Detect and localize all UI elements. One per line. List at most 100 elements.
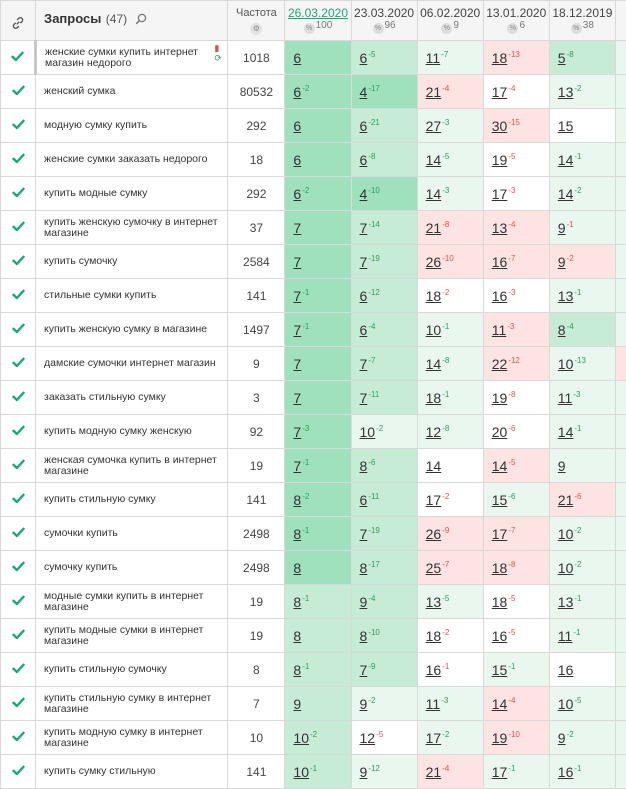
position-cell[interactable]: 21-6 xyxy=(549,483,615,517)
position-cell[interactable]: 17-1 xyxy=(483,755,549,789)
query-cell[interactable]: женская сумочка купить в интернет магази… xyxy=(36,449,228,483)
position-cell[interactable]: 6 xyxy=(285,109,351,143)
position-value[interactable]: 26 xyxy=(426,526,442,542)
check-icon[interactable] xyxy=(12,695,25,712)
position-cell[interactable]: 8-4 xyxy=(549,313,615,347)
position-value[interactable]: 13 xyxy=(426,594,442,610)
row-check-cell[interactable] xyxy=(1,653,36,687)
position-cell[interactable]: 7-19 xyxy=(351,517,417,551)
check-icon[interactable] xyxy=(12,559,25,576)
check-icon[interactable] xyxy=(12,117,25,134)
position-cell[interactable]: 14-5 xyxy=(417,143,483,177)
position-value[interactable]: 7 xyxy=(360,390,368,406)
check-icon[interactable] xyxy=(12,219,25,236)
position-value[interactable]: 9 xyxy=(360,764,368,780)
position-value[interactable]: 21 xyxy=(426,220,442,236)
position-cell[interactable]: 10-2 xyxy=(549,551,615,585)
position-value[interactable]: 10 xyxy=(558,696,574,712)
position-cell[interactable]: 6-5 xyxy=(351,41,417,75)
check-icon[interactable] xyxy=(12,661,25,678)
row-check-cell[interactable] xyxy=(1,177,36,211)
position-value[interactable]: 17 xyxy=(492,526,508,542)
position-value[interactable]: 7 xyxy=(293,322,301,338)
position-cell[interactable]: 21-8 xyxy=(417,211,483,245)
position-cell[interactable]: 6-12 xyxy=(351,279,417,313)
position-value[interactable]: 14 xyxy=(558,152,574,168)
position-value[interactable]: 7 xyxy=(293,356,301,372)
position-cell[interactable]: 22-12 xyxy=(483,347,549,381)
query-cell[interactable]: заказать стильную сумку xyxy=(36,381,228,415)
position-value[interactable]: 19 xyxy=(492,152,508,168)
position-cell[interactable]: 17-7 xyxy=(483,517,549,551)
query-cell[interactable]: модные сумки купить в интернет магазине xyxy=(36,585,228,619)
next-date-column-header[interactable] xyxy=(615,1,626,41)
position-cell[interactable]: 9 xyxy=(285,687,351,721)
position-value[interactable]: 25 xyxy=(426,560,442,576)
position-value[interactable]: 14 xyxy=(558,186,574,202)
position-value[interactable]: 7 xyxy=(293,390,301,406)
position-cell[interactable]: 8 xyxy=(285,551,351,585)
position-value[interactable]: 14 xyxy=(426,356,442,372)
position-value[interactable]: 11 xyxy=(426,50,441,66)
position-value[interactable]: 8 xyxy=(293,492,301,508)
position-cell[interactable]: 8-6 xyxy=(351,449,417,483)
position-value[interactable]: 6 xyxy=(360,492,368,508)
position-value[interactable]: 7 xyxy=(360,356,368,372)
position-cell[interactable]: 27-3 xyxy=(417,109,483,143)
position-cell[interactable]: 13-2 xyxy=(549,75,615,109)
position-value[interactable]: 18 xyxy=(492,50,508,66)
position-cell[interactable]: 17-2 xyxy=(417,721,483,755)
position-cell[interactable]: 26-9 xyxy=(417,517,483,551)
position-cell[interactable]: 14-3 xyxy=(417,177,483,211)
position-cell[interactable]: 21-4 xyxy=(417,75,483,109)
trash-icon[interactable]: ▮ xyxy=(214,43,224,53)
position-value[interactable]: 14 xyxy=(426,186,442,202)
position-cell[interactable]: 18-2 xyxy=(417,279,483,313)
position-value[interactable]: 6 xyxy=(360,288,368,304)
query-cell[interactable]: купить модную сумку женскую xyxy=(36,415,228,449)
position-cell[interactable]: 16-1 xyxy=(417,653,483,687)
row-check-cell[interactable] xyxy=(1,619,36,653)
row-check-cell[interactable] xyxy=(1,245,36,279)
query-cell[interactable]: купить стильную сумку xyxy=(36,483,228,517)
position-value[interactable]: 8 xyxy=(558,322,566,338)
position-cell[interactable]: 17-2 xyxy=(417,483,483,517)
check-icon[interactable] xyxy=(12,253,25,270)
position-value[interactable]: 7 xyxy=(293,254,301,270)
position-value[interactable]: 4 xyxy=(360,186,368,202)
position-value[interactable]: 17 xyxy=(426,730,442,746)
query-cell[interactable]: женские сумки заказать недорого xyxy=(36,143,228,177)
position-cell[interactable]: 16-1 xyxy=(549,755,615,789)
position-value[interactable]: 15 xyxy=(492,662,508,678)
position-cell[interactable]: 18-1 xyxy=(417,381,483,415)
position-cell[interactable]: 17-3 xyxy=(483,177,549,211)
position-cell[interactable]: 6 xyxy=(285,41,351,75)
position-cell[interactable]: 8-2 xyxy=(285,483,351,517)
position-value[interactable]: 17 xyxy=(426,492,442,508)
row-check-cell[interactable] xyxy=(1,313,36,347)
position-value[interactable]: 10 xyxy=(558,356,574,372)
position-value[interactable]: 6 xyxy=(293,50,301,66)
frequency-column-header[interactable]: Частота ⚙ xyxy=(228,1,285,41)
position-value[interactable]: 14 xyxy=(558,424,574,440)
query-cell[interactable]: купить стильную сумочку xyxy=(36,653,228,687)
position-value[interactable]: 9 xyxy=(558,458,566,474)
position-cell[interactable]: 7-1 xyxy=(285,449,351,483)
position-value[interactable]: 13 xyxy=(558,288,574,304)
position-cell[interactable]: 6-4 xyxy=(351,313,417,347)
position-value[interactable]: 10 xyxy=(426,322,442,338)
position-cell[interactable]: 8-1 xyxy=(285,585,351,619)
position-value[interactable]: 10 xyxy=(558,560,574,576)
position-cell[interactable]: 19-10 xyxy=(483,721,549,755)
position-value[interactable]: 8 xyxy=(360,458,368,474)
position-value[interactable]: 5 xyxy=(558,50,566,66)
position-value[interactable]: 4 xyxy=(360,84,368,100)
position-cell[interactable]: 6-8 xyxy=(351,143,417,177)
position-value[interactable]: 9 xyxy=(360,696,368,712)
position-value[interactable]: 13 xyxy=(558,594,574,610)
row-check-cell[interactable] xyxy=(1,143,36,177)
position-cell[interactable]: 12-8 xyxy=(417,415,483,449)
position-cell[interactable]: 16-3 xyxy=(483,279,549,313)
position-cell[interactable]: 7-19 xyxy=(351,245,417,279)
position-cell[interactable]: 9 xyxy=(549,449,615,483)
